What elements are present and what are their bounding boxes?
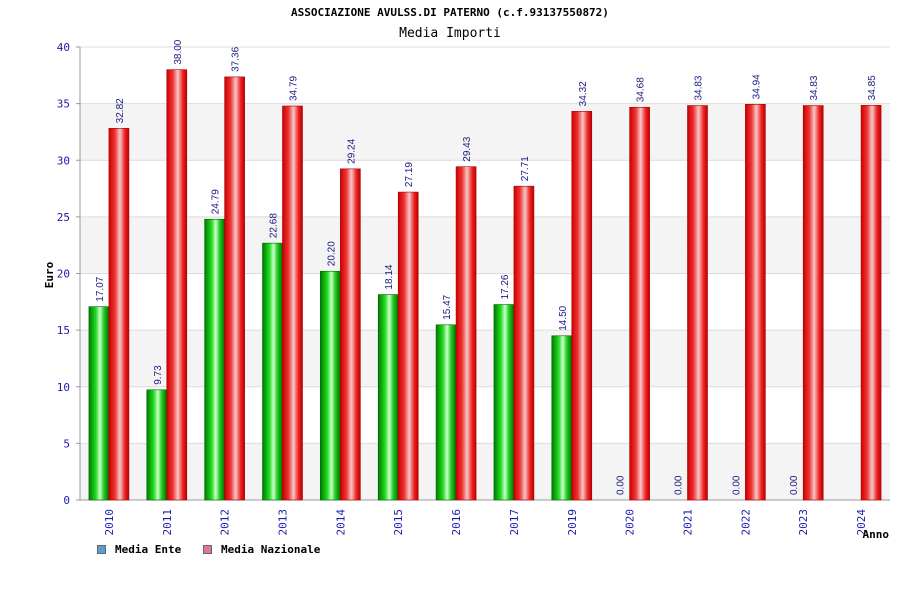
x-tick-label: 2023 <box>797 509 810 536</box>
x-tick-label: 2016 <box>450 509 463 536</box>
bar-value-label: 34.85 <box>867 75 878 100</box>
bar-value-label: 34.94 <box>751 74 762 99</box>
y-tick-label: 0 <box>63 494 70 507</box>
bar-value-label: 17.26 <box>500 274 511 299</box>
y-tick-labels: 0 5 10 15 20 25 30 35 40 <box>57 41 70 507</box>
bar-value-labels: 17.07 32.82 9.73 38.00 24.79 37.36 22.68 34.79 2… <box>95 39 878 495</box>
bar-value-label: 34.83 <box>694 75 705 100</box>
bar-ente-2013 <box>262 242 283 501</box>
bar-nazionale-2010 <box>108 128 130 501</box>
grid-band <box>80 103 890 161</box>
bar-value-label: 22.68 <box>269 213 280 238</box>
legend-label: Media Nazionale <box>221 543 321 556</box>
bar-value-label: 29.43 <box>462 136 473 161</box>
bar-value-label: 0.00 <box>789 475 800 495</box>
bar-value-label: 0.00 <box>616 475 627 495</box>
x-tick-label: 2011 <box>161 509 174 536</box>
bar-ente-2016 <box>435 324 457 501</box>
bar-nazionale-2011 <box>166 69 188 501</box>
bar-nazionale-2015 <box>397 191 419 501</box>
bars <box>88 69 882 501</box>
grid-band <box>80 160 890 217</box>
bar-ente-2017 <box>493 304 515 501</box>
bar-nazionale-2013 <box>282 105 303 501</box>
chart-title: ASSOCIAZIONE AVULSS.DI PATERNO (c.f.9313… <box>291 6 609 19</box>
x-tick-label: 2022 <box>739 509 752 536</box>
x-tick-label: 2020 <box>624 509 637 536</box>
legend-item-media-ente: Media Ente <box>97 543 181 556</box>
y-axis-label: Euro <box>43 261 56 288</box>
x-tick-label: 2014 <box>334 509 347 536</box>
bar-ente-2011 <box>146 389 168 501</box>
bar-value-label: 27.19 <box>404 162 415 187</box>
bar-value-label: 18.14 <box>384 264 395 289</box>
bar-ente-2014 <box>320 270 341 501</box>
y-tick-label: 10 <box>57 381 70 394</box>
bar-value-label: 24.79 <box>211 189 222 214</box>
bar-value-label: 34.68 <box>636 77 647 102</box>
y-tick-label: 30 <box>57 154 70 167</box>
bar-ente-2019 <box>551 335 573 501</box>
bar-value-label: 0.00 <box>731 475 742 495</box>
bar-nazionale-2012 <box>224 76 245 501</box>
bar-nazionale-2021 <box>687 105 708 501</box>
grid-band <box>80 273 890 331</box>
grid-band <box>80 386 890 444</box>
y-tick-label: 5 <box>63 437 70 450</box>
y-tick-label: 20 <box>57 268 70 281</box>
grid-band <box>80 47 890 104</box>
y-tick-label: 40 <box>57 41 70 54</box>
bar-value-label: 9.73 <box>153 365 164 385</box>
bar-value-label: 34.32 <box>578 81 589 106</box>
bar-value-label: 34.83 <box>809 75 820 100</box>
bar-value-label: 14.50 <box>558 305 569 330</box>
bar-value-label: 15.47 <box>442 294 453 319</box>
bar-value-label: 32.82 <box>115 98 126 123</box>
y-tick-label: 35 <box>57 98 70 111</box>
bar-nazionale-2024 <box>860 105 882 501</box>
bar-value-label: 29.24 <box>346 138 357 163</box>
bar-nazionale-2016 <box>455 166 477 501</box>
legend-swatch-icon <box>97 545 106 554</box>
bar-nazionale-2019 <box>571 111 593 501</box>
bar-value-label: 0.00 <box>674 475 685 495</box>
x-axis-label: Anno <box>863 528 890 541</box>
x-tick-label: 2012 <box>219 509 232 536</box>
bar-nazionale-2014 <box>340 168 361 501</box>
x-tick-label: 2013 <box>277 509 290 536</box>
x-tick-label: 2015 <box>392 509 405 536</box>
legend-label: Media Ente <box>115 543 182 556</box>
bar-ente-2010 <box>88 306 110 501</box>
bar-nazionale-2023 <box>802 105 824 501</box>
bar-nazionale-2017 <box>513 185 535 501</box>
x-tick-label: 2021 <box>682 509 695 536</box>
x-tick-label: 2010 <box>103 509 116 536</box>
grid-band <box>80 330 890 387</box>
bar-ente-2012 <box>204 218 225 501</box>
bar-nazionale-2020 <box>629 106 650 501</box>
y-tick-label: 15 <box>57 324 70 337</box>
y-tick-label: 25 <box>57 211 70 224</box>
bar-value-label: 27.71 <box>520 156 531 181</box>
bar-value-label: 38.00 <box>173 39 184 64</box>
x-tick-label: 2019 <box>566 509 579 536</box>
chart-subtitle: Media Importi <box>399 26 501 41</box>
x-tick-labels: 2010 2011 2012 2013 2014 2015 2016 2017 2019 2020… <box>103 509 868 536</box>
bar-value-label: 34.79 <box>289 76 300 101</box>
legend-swatch-icon <box>203 545 212 554</box>
bar-value-label: 20.20 <box>326 241 337 266</box>
x-tick-label: 2024 <box>855 509 868 536</box>
bar-value-label: 37.36 <box>231 46 242 71</box>
bar-ente-2015 <box>377 294 399 501</box>
grid-band <box>80 216 890 274</box>
x-tick-label: 2017 <box>508 509 521 536</box>
grid-band <box>80 443 890 500</box>
bar-value-label: 17.07 <box>95 276 106 301</box>
bar-nazionale-2022 <box>745 104 766 501</box>
legend-item-media-nazionale: Media Nazionale <box>203 543 320 556</box>
